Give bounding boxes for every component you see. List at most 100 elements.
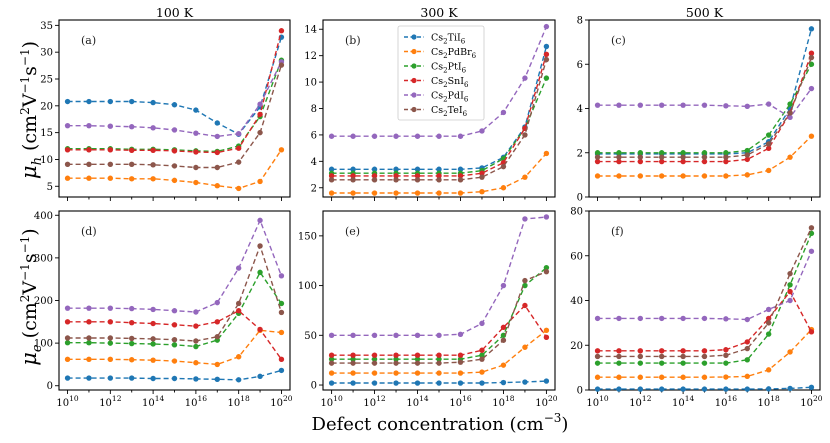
data-point	[616, 154, 622, 160]
series-Cs2TiI6	[64, 367, 285, 383]
data-point	[278, 28, 285, 34]
panel-letter: (f)	[611, 225, 624, 238]
panel-letter: (c)	[611, 34, 626, 47]
legend-item-Cs2SnI6: Cs2SnI6	[404, 76, 469, 89]
data-point	[150, 147, 156, 154]
series-Cs2PdI6	[328, 23, 550, 139]
data-point	[701, 386, 708, 392]
data-point	[64, 175, 71, 181]
data-point	[457, 352, 464, 358]
data-point	[129, 147, 135, 154]
legend-item-Cs2TeI6: Cs2TeI6	[404, 105, 468, 118]
data-point	[64, 339, 71, 346]
legend-item-Cs2PtI6: Cs2PtI6	[404, 62, 467, 75]
data-point	[235, 185, 242, 192]
data-point	[129, 176, 135, 182]
data-point	[414, 352, 421, 358]
data-point	[393, 166, 399, 172]
data-point	[436, 166, 442, 172]
data-point	[350, 166, 356, 172]
data-point	[257, 373, 263, 380]
data-point	[193, 376, 199, 382]
data-point	[193, 130, 199, 136]
data-point	[86, 335, 92, 341]
data-point	[594, 348, 601, 354]
data-point	[107, 305, 114, 311]
data-point	[479, 347, 485, 353]
data-point	[436, 360, 442, 366]
data-point	[393, 332, 399, 339]
data-point	[257, 243, 263, 249]
legend-marker	[411, 34, 417, 40]
y-tick-label: 4	[311, 157, 317, 168]
data-point	[680, 386, 686, 392]
data-point	[457, 173, 464, 179]
data-point	[808, 248, 815, 254]
data-point	[64, 335, 71, 341]
data-point	[744, 316, 750, 323]
data-point	[328, 332, 335, 339]
data-point	[522, 282, 528, 289]
data-point	[371, 370, 378, 376]
data-point	[701, 158, 708, 165]
data-point	[150, 320, 156, 327]
data-point	[594, 150, 601, 156]
data-point	[765, 306, 772, 313]
series-line	[597, 290, 813, 352]
data-point	[723, 154, 729, 160]
x-tick-label: 1012	[99, 394, 122, 409]
data-point	[171, 102, 178, 108]
data-point	[107, 319, 114, 325]
series-Cs2TiI6	[594, 384, 815, 392]
x-tick-label: 1016	[715, 394, 738, 409]
data-point	[328, 173, 335, 179]
series-Cs2TeI6	[328, 56, 550, 183]
data-point	[214, 183, 220, 189]
legend-label: Cs2PdI6	[431, 91, 469, 104]
data-point	[328, 352, 335, 358]
series-Cs2TeI6	[328, 268, 550, 366]
data-point	[744, 156, 750, 163]
series-line	[67, 30, 283, 154]
data-point	[787, 297, 793, 304]
data-point	[479, 356, 485, 362]
data-point	[86, 305, 92, 311]
y-tick-label: 25	[40, 75, 53, 86]
data-point	[328, 360, 335, 366]
data-point	[500, 379, 507, 386]
data-point	[637, 353, 644, 360]
data-point	[129, 124, 135, 130]
series-Cs2PdI6	[328, 214, 550, 339]
data-point	[193, 323, 199, 329]
data-point	[479, 189, 485, 195]
series-Cs2SnI6	[328, 51, 550, 179]
data-point	[328, 166, 335, 172]
series-Cs2SnI6	[594, 288, 815, 354]
data-point	[500, 332, 507, 339]
x-tick-label: 1018	[492, 394, 515, 409]
data-point	[680, 353, 686, 360]
y-label-bottom: μe (cm2V−1s−1)	[17, 228, 45, 365]
data-point	[350, 356, 356, 362]
data-point	[723, 360, 729, 366]
data-point	[594, 102, 601, 108]
data-point	[808, 85, 815, 92]
data-point	[328, 177, 335, 183]
data-point	[257, 326, 263, 333]
data-point	[765, 145, 772, 152]
data-point	[616, 360, 622, 366]
data-point	[328, 356, 335, 362]
data-point	[86, 356, 92, 363]
data-point	[787, 288, 793, 295]
data-point	[594, 386, 601, 392]
panel-e: 0 50 100 150 1010 1012 1014 1016 1018 1020 (e)	[298, 210, 558, 409]
data-point	[744, 357, 750, 363]
data-point	[350, 332, 356, 339]
data-point	[500, 362, 507, 368]
y-tick-label: 14	[304, 25, 317, 36]
data-point	[808, 329, 815, 335]
series-line	[67, 36, 283, 136]
legend-marker	[411, 77, 417, 84]
data-point	[616, 173, 622, 179]
